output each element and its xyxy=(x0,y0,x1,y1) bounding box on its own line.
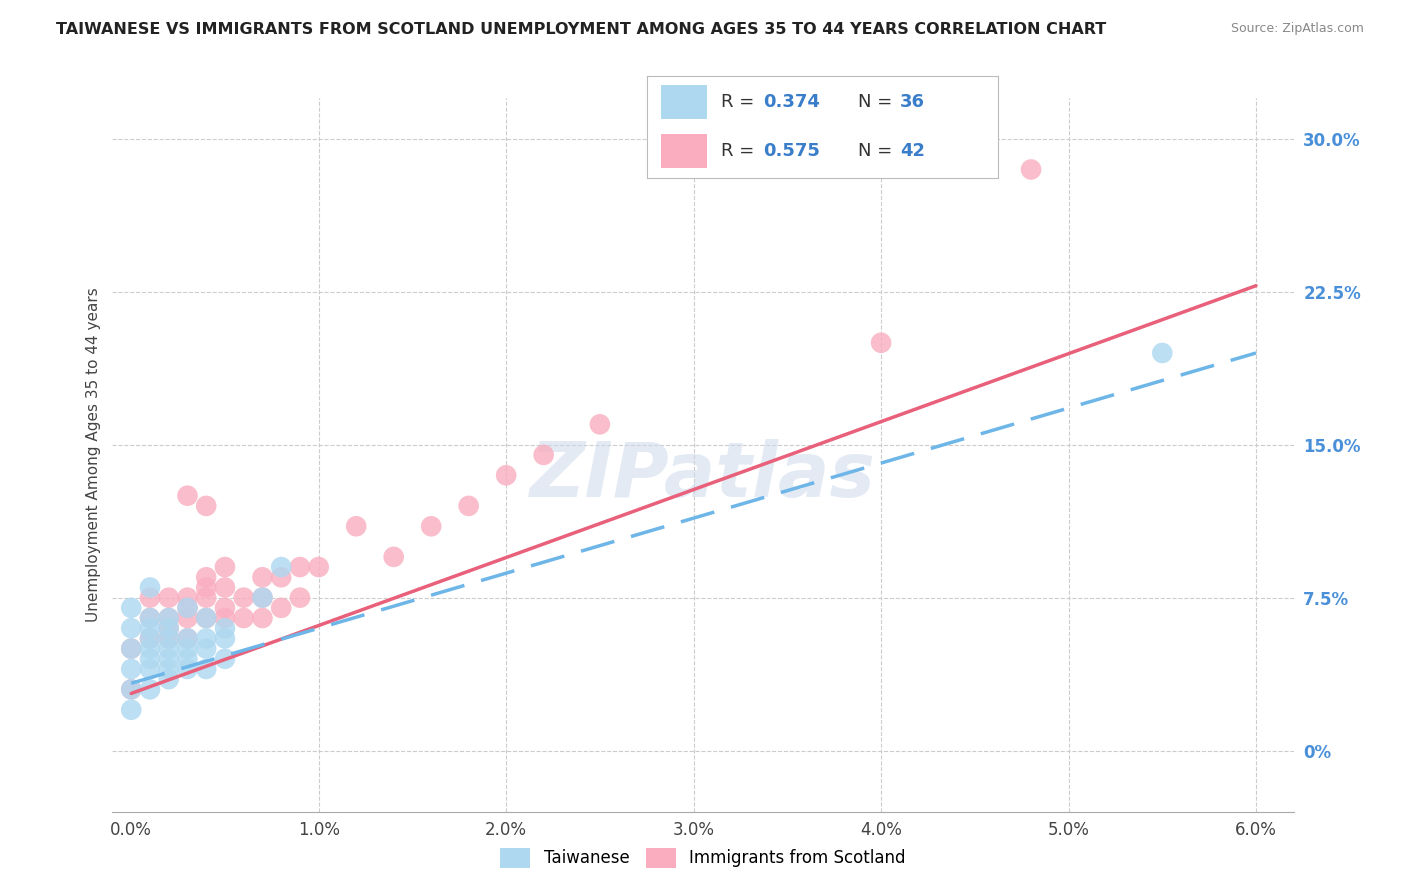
Point xyxy=(195,632,218,646)
Point xyxy=(232,611,254,625)
Point xyxy=(176,632,198,646)
Point xyxy=(195,581,218,595)
Point xyxy=(176,591,198,605)
Point xyxy=(214,560,236,574)
Point xyxy=(139,641,162,656)
Point xyxy=(382,549,405,564)
Point xyxy=(139,682,162,697)
Text: ZIPatlas: ZIPatlas xyxy=(530,440,876,513)
Point xyxy=(157,652,180,666)
Point xyxy=(270,600,292,615)
Point xyxy=(252,591,274,605)
Point xyxy=(176,600,198,615)
Point xyxy=(195,591,218,605)
Point xyxy=(139,632,162,646)
Point xyxy=(176,600,198,615)
Point xyxy=(157,662,180,676)
Text: 36: 36 xyxy=(900,93,925,111)
Point xyxy=(139,581,162,595)
FancyBboxPatch shape xyxy=(661,135,707,168)
Point xyxy=(139,611,162,625)
Text: Source: ZipAtlas.com: Source: ZipAtlas.com xyxy=(1230,22,1364,36)
Point xyxy=(495,468,517,483)
Point xyxy=(176,489,198,503)
Point xyxy=(157,641,180,656)
Point xyxy=(195,611,218,625)
Text: R =: R = xyxy=(721,93,759,111)
Point xyxy=(157,591,180,605)
Point xyxy=(139,591,162,605)
Point xyxy=(252,611,274,625)
Point xyxy=(214,611,236,625)
Point xyxy=(214,600,236,615)
Point xyxy=(120,641,142,656)
Point xyxy=(270,560,292,574)
Point xyxy=(120,600,142,615)
Text: 0.575: 0.575 xyxy=(762,142,820,161)
Point xyxy=(1019,162,1042,177)
Point xyxy=(457,499,479,513)
Point xyxy=(120,662,142,676)
Point xyxy=(176,641,198,656)
Point xyxy=(157,611,180,625)
Point xyxy=(214,621,236,635)
Point xyxy=(157,621,180,635)
Point xyxy=(157,632,180,646)
Point xyxy=(252,591,274,605)
FancyBboxPatch shape xyxy=(661,85,707,119)
Point xyxy=(252,570,274,584)
Point xyxy=(176,662,198,676)
Text: 42: 42 xyxy=(900,142,925,161)
Point xyxy=(1152,346,1174,360)
Text: N =: N = xyxy=(858,93,897,111)
Point xyxy=(288,591,311,605)
Y-axis label: Unemployment Among Ages 35 to 44 years: Unemployment Among Ages 35 to 44 years xyxy=(86,287,101,623)
Point xyxy=(139,662,162,676)
Point xyxy=(288,560,311,574)
Point xyxy=(157,621,180,635)
Point xyxy=(195,641,218,656)
Point xyxy=(214,632,236,646)
Point xyxy=(120,682,142,697)
Point xyxy=(270,570,292,584)
Point xyxy=(139,621,162,635)
Point xyxy=(176,632,198,646)
Legend: Taiwanese, Immigrants from Scotland: Taiwanese, Immigrants from Scotland xyxy=(494,841,912,875)
Point xyxy=(195,611,218,625)
Point xyxy=(232,591,254,605)
Point xyxy=(533,448,555,462)
Point xyxy=(176,611,198,625)
Text: TAIWANESE VS IMMIGRANTS FROM SCOTLAND UNEMPLOYMENT AMONG AGES 35 TO 44 YEARS COR: TAIWANESE VS IMMIGRANTS FROM SCOTLAND UN… xyxy=(56,22,1107,37)
Point xyxy=(120,621,142,635)
Point xyxy=(420,519,443,533)
Text: R =: R = xyxy=(721,142,759,161)
Point xyxy=(195,499,218,513)
Point xyxy=(195,570,218,584)
Point xyxy=(214,652,236,666)
Point xyxy=(139,652,162,666)
Point xyxy=(308,560,330,574)
Point xyxy=(589,417,612,432)
Point xyxy=(344,519,367,533)
Point xyxy=(214,581,236,595)
Point xyxy=(195,662,218,676)
Point xyxy=(139,632,162,646)
Text: N =: N = xyxy=(858,142,897,161)
Point xyxy=(870,335,893,350)
Point xyxy=(157,672,180,686)
Point xyxy=(157,632,180,646)
Point xyxy=(120,703,142,717)
Point xyxy=(176,652,198,666)
Point xyxy=(139,611,162,625)
Point xyxy=(157,611,180,625)
Text: 0.374: 0.374 xyxy=(762,93,820,111)
Point xyxy=(120,641,142,656)
Point xyxy=(120,682,142,697)
